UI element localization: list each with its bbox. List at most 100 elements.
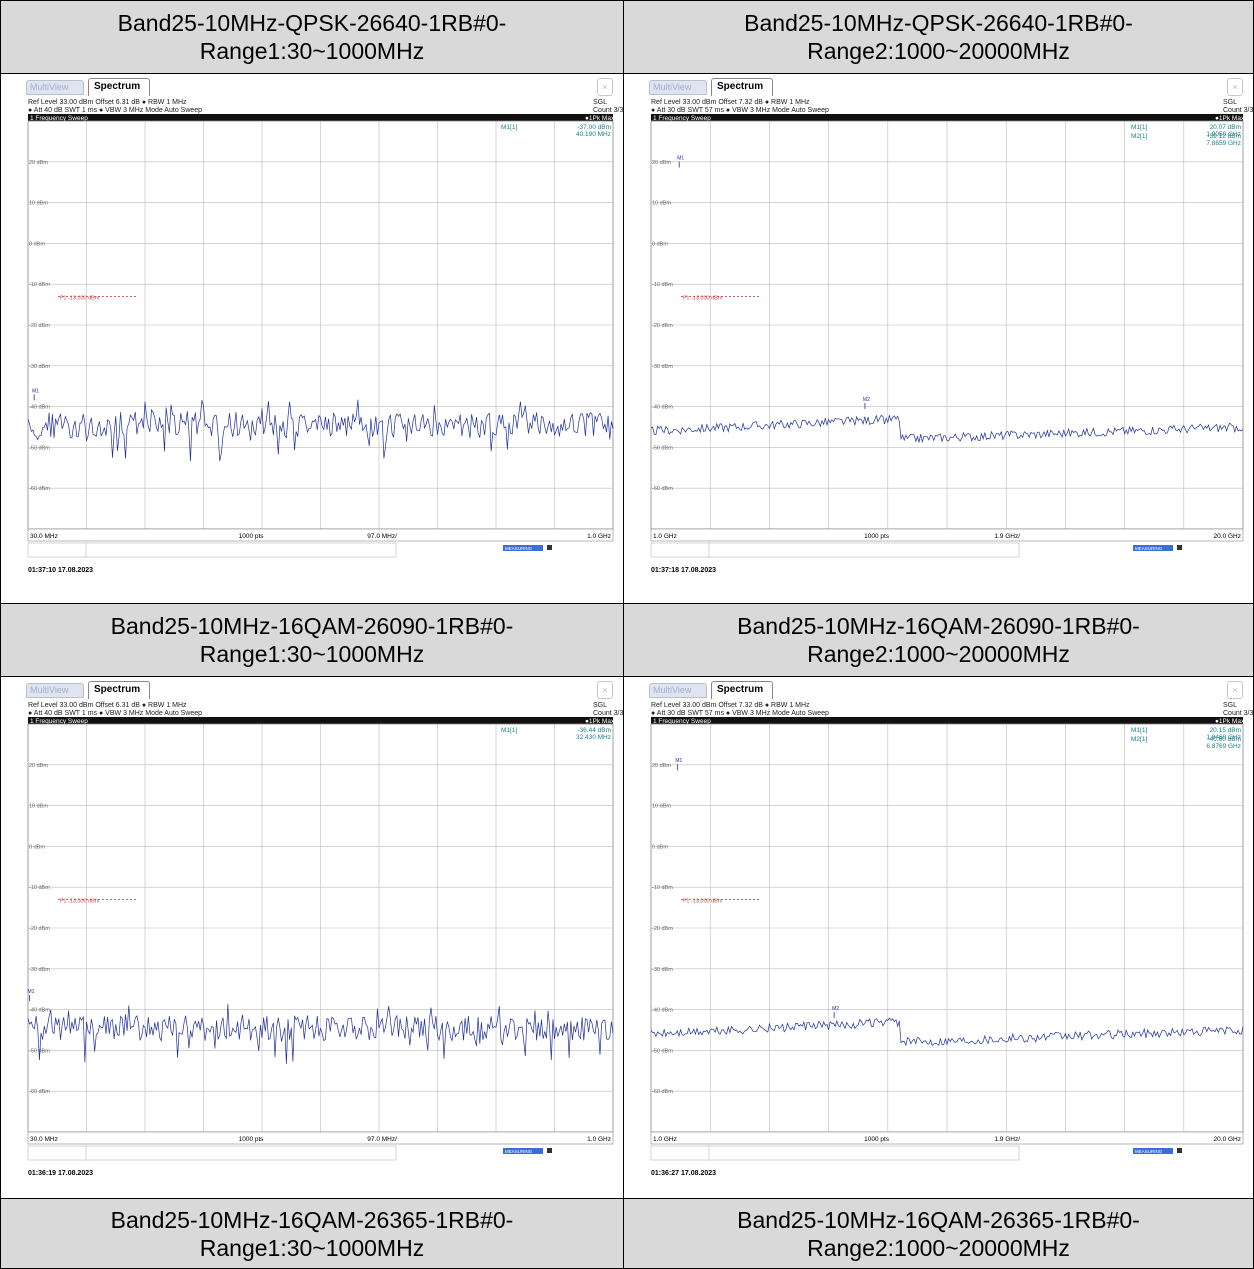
tab-spectrum[interactable]: Spectrum <box>711 681 773 699</box>
limit-line-label: F1 -13.000 dBm <box>683 898 723 904</box>
att-line: ● Att 30 dB SWT 57 ms ● VBW 3 MHz Mode A… <box>651 107 829 114</box>
sgl-label: SGL <box>1223 702 1237 709</box>
att-line: ● Att 30 dB SWT 57 ms ● VBW 3 MHz Mode A… <box>651 710 829 717</box>
marker-readout-freq: 6.8769 GHz <box>1206 743 1241 750</box>
tab-multiview[interactable]: MultiView <box>26 80 84 95</box>
status-badge <box>503 545 543 551</box>
sweep-bar <box>28 717 613 724</box>
marker-readout-value: 20.15 dBm <box>1210 727 1241 734</box>
status-badge <box>1133 1148 1173 1154</box>
status-box <box>650 542 712 558</box>
status-badge-text: MEASURING <box>505 546 533 551</box>
y-tick-label: 20 dBm <box>652 160 671 166</box>
y-tick-label: -40 dBm <box>29 405 50 411</box>
marker-readout-freq: 40.190 MHz <box>576 131 611 138</box>
marker-point-label: M1 <box>27 989 34 995</box>
trace-line <box>27 1003 614 1065</box>
y-tick-label: 10 dBm <box>29 804 48 810</box>
close-icon[interactable]: × <box>1227 78 1243 96</box>
settings-line: Ref Level 33.00 dBm Offset 7.32 dB ● RBW… <box>651 99 810 106</box>
y-tick-label: 0 dBm <box>29 241 45 247</box>
x-start-label: 30.0 MHz <box>30 533 58 540</box>
tab-spectrum[interactable]: Spectrum <box>711 78 773 96</box>
tab-multiview[interactable]: MultiView <box>649 80 707 95</box>
marker-readout-label: M1[1] <box>501 124 517 131</box>
marker-point-label: M1 <box>675 758 682 764</box>
tab-multiview[interactable]: MultiView <box>26 683 84 698</box>
y-tick-label: -40 dBm <box>29 1008 50 1014</box>
marker-readout-label: M1[1] <box>1131 124 1147 131</box>
trace-label: ●1Pk Max <box>1215 718 1245 725</box>
table-header: Band25-10MHz-16QAM-26365-1RB#0- Range1:3… <box>0 1198 624 1269</box>
marker-point-label: M2 <box>863 397 870 403</box>
y-tick-label: -60 dBm <box>652 1089 673 1095</box>
y-tick-label: -60 dBm <box>29 486 50 492</box>
marker-readout-value: -37.00 dBm <box>577 124 611 131</box>
y-tick-label: -10 dBm <box>29 885 50 891</box>
pts-label: 1000 pts <box>239 533 265 540</box>
tab-spectrum[interactable]: Spectrum <box>88 681 150 699</box>
status-badge-text: MEASURING <box>1135 546 1163 551</box>
pts-label: 1000 pts <box>239 1136 265 1143</box>
marker-point-label: M1 <box>32 388 39 394</box>
marker-readout-label: M2[1] <box>1131 133 1147 140</box>
count-label: Count 3/3 <box>1223 710 1253 717</box>
close-icon[interactable]: × <box>597 681 613 699</box>
x-start-label: 30.0 MHz <box>30 1136 58 1143</box>
marker-readout-freq: 1.8460 GHz <box>1206 734 1241 741</box>
sgl-label: SGL <box>1223 99 1237 106</box>
x-div-label: 1.9 GHz/ <box>994 533 1020 540</box>
sweep-label: 1 Frequency Sweep <box>653 115 711 122</box>
status-box <box>27 542 89 558</box>
x-stop-label: 20.0 GHz <box>1214 1136 1241 1143</box>
trace-line <box>650 1017 1244 1047</box>
x-axis-bar <box>650 1131 1244 1145</box>
y-tick-label: 10 dBm <box>652 804 671 810</box>
y-tick-label: -50 dBm <box>652 445 673 451</box>
close-icon[interactable]: × <box>597 78 613 96</box>
close-icon[interactable]: × <box>1227 681 1243 699</box>
count-label: Count 3/3 <box>1223 107 1253 114</box>
trace-label: ●1Pk Max <box>585 115 615 122</box>
status-badge <box>1133 545 1173 551</box>
y-tick-label: -20 dBm <box>29 926 50 932</box>
table-header: Band25-10MHz-16QAM-26090-1RB#0- Range2:1… <box>623 603 1254 677</box>
status-badge-text: MEASURING <box>1135 1149 1163 1154</box>
limit-line-label: F1 -13.000 dBm <box>60 295 100 301</box>
marker-readout-value: -36.44 dBm <box>577 727 611 734</box>
y-tick-label: 20 dBm <box>652 763 671 769</box>
spectrum-chart: Ref Level 33.00 dBm Offset 6.31 dB ● RBW… <box>27 99 623 574</box>
trace-line <box>27 399 614 462</box>
y-tick-label: -20 dBm <box>652 926 673 932</box>
marker-readout-label: M1[1] <box>1131 727 1147 734</box>
timestamp: 01:36:27 17.08.2023 <box>651 1170 716 1177</box>
x-div-label: 1.9 GHz/ <box>994 1136 1020 1143</box>
settings-line: Ref Level 33.00 dBm Offset 7.32 dB ● RBW… <box>651 702 810 709</box>
x-div-label: 97.0 MHz/ <box>367 1136 397 1143</box>
x-stop-label: 1.0 GHz <box>587 533 611 540</box>
spectrum-chart: Ref Level 33.00 dBm Offset 7.32 dB ● RBW… <box>650 702 1253 1177</box>
status-icon <box>547 1148 552 1153</box>
limit-line-label: F1 -13.000 dBm <box>683 295 723 301</box>
tab-multiview[interactable]: MultiView <box>649 683 707 698</box>
status-badge <box>503 1148 543 1154</box>
timestamp: 01:36:19 17.08.2023 <box>28 1170 93 1177</box>
y-tick-label: -30 dBm <box>29 364 50 370</box>
x-div-label: 97.0 MHz/ <box>367 533 397 540</box>
status-box <box>708 1145 1020 1161</box>
spectrum-screenshot: MultiView Spectrum × Ref Level 33.00 dBm Of… <box>0 73 624 604</box>
y-tick-label: 0 dBm <box>29 844 45 850</box>
marker-readout-value: -40.60 dBm <box>1207 736 1241 743</box>
att-line: ● Att 40 dB SWT 1 ms ● VBW 3 MHz Mode Au… <box>28 710 202 717</box>
marker-point-label: M1 <box>677 156 684 162</box>
y-tick-label: -30 dBm <box>652 967 673 973</box>
y-tick-label: -10 dBm <box>29 282 50 288</box>
status-box <box>27 1145 89 1161</box>
settings-line: Ref Level 33.00 dBm Offset 6.31 dB ● RBW… <box>28 702 187 709</box>
status-badge-text: MEASURING <box>505 1149 533 1154</box>
tab-spectrum[interactable]: Spectrum <box>88 78 150 96</box>
status-icon <box>1177 1148 1182 1153</box>
status-box <box>85 1145 397 1161</box>
y-tick-label: 20 dBm <box>29 160 48 166</box>
y-tick-label: -50 dBm <box>29 445 50 451</box>
